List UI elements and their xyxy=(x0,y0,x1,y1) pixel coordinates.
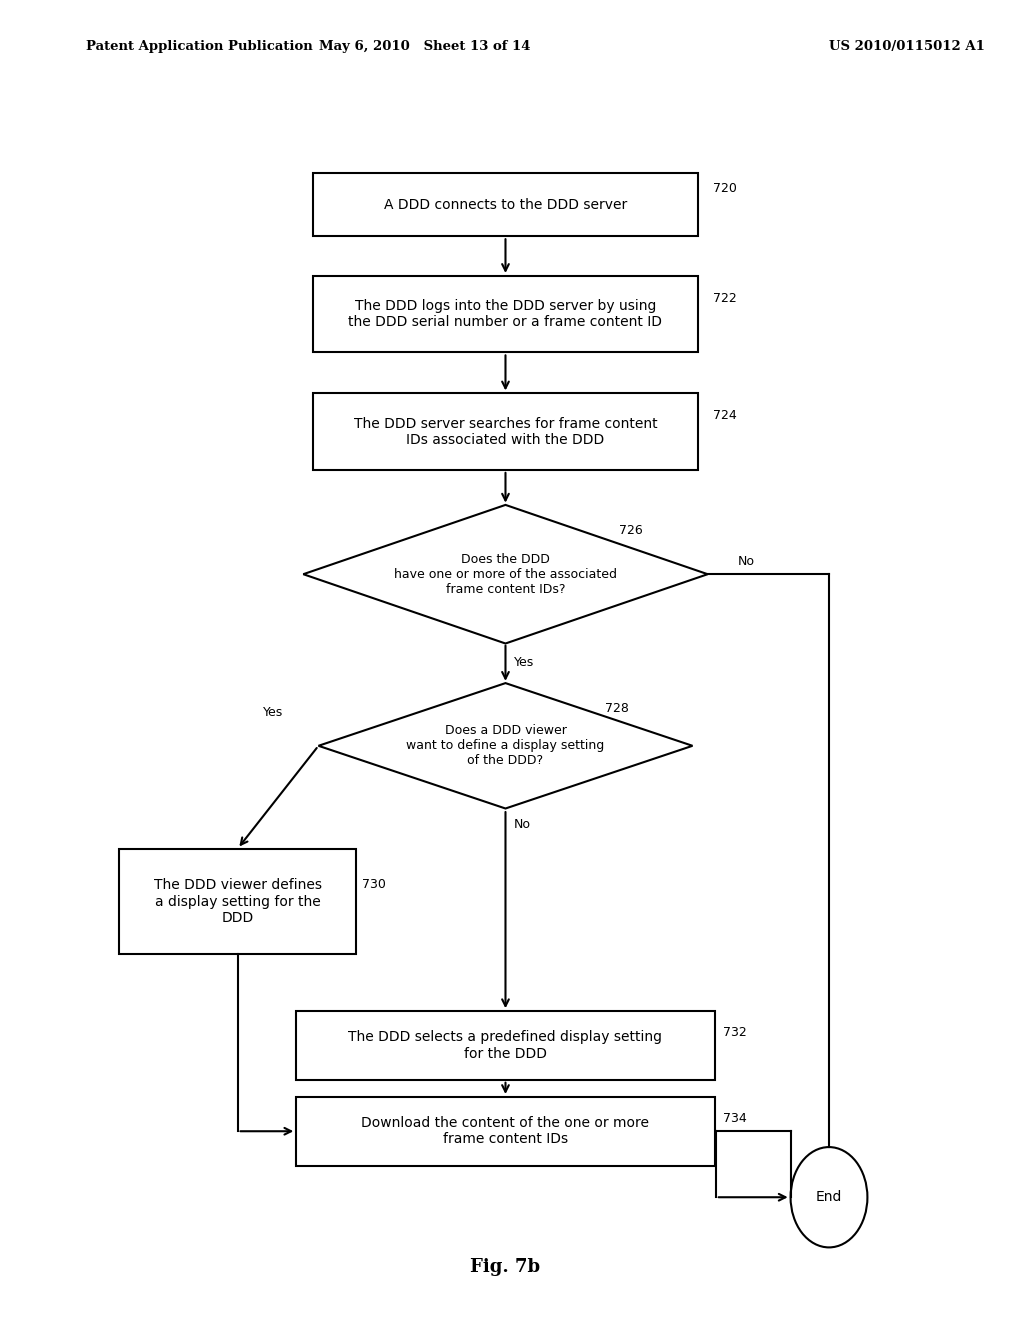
Polygon shape xyxy=(318,684,692,808)
Text: No: No xyxy=(514,818,530,832)
Text: 724: 724 xyxy=(713,409,736,422)
Text: 722: 722 xyxy=(713,292,736,305)
Text: The DDD logs into the DDD server by using
the DDD serial number or a frame conte: The DDD logs into the DDD server by usin… xyxy=(348,300,663,329)
FancyBboxPatch shape xyxy=(119,849,356,954)
Text: 730: 730 xyxy=(361,878,386,891)
Text: US 2010/0115012 A1: US 2010/0115012 A1 xyxy=(829,40,985,53)
Text: Patent Application Publication: Patent Application Publication xyxy=(86,40,312,53)
FancyBboxPatch shape xyxy=(296,1097,715,1166)
Text: 720: 720 xyxy=(713,182,736,195)
Text: The DDD viewer defines
a display setting for the
DDD: The DDD viewer defines a display setting… xyxy=(154,878,322,925)
Text: 728: 728 xyxy=(604,702,629,715)
Circle shape xyxy=(791,1147,867,1247)
Text: 734: 734 xyxy=(723,1111,746,1125)
Text: A DDD connects to the DDD server: A DDD connects to the DDD server xyxy=(384,198,627,211)
FancyBboxPatch shape xyxy=(313,393,697,470)
Text: Does the DDD
have one or more of the associated
frame content IDs?: Does the DDD have one or more of the ass… xyxy=(394,553,617,595)
Text: Yes: Yes xyxy=(514,656,534,669)
Text: May 6, 2010   Sheet 13 of 14: May 6, 2010 Sheet 13 of 14 xyxy=(318,40,530,53)
Text: Download the content of the one or more
frame content IDs: Download the content of the one or more … xyxy=(361,1117,649,1146)
Text: End: End xyxy=(816,1191,842,1204)
Text: Fig. 7b: Fig. 7b xyxy=(470,1258,541,1276)
Text: The DDD server searches for frame content
IDs associated with the DDD: The DDD server searches for frame conten… xyxy=(353,417,657,446)
Polygon shape xyxy=(303,506,708,644)
Text: 732: 732 xyxy=(723,1026,746,1039)
FancyBboxPatch shape xyxy=(313,173,697,236)
FancyBboxPatch shape xyxy=(313,276,697,352)
Text: The DDD selects a predefined display setting
for the DDD: The DDD selects a predefined display set… xyxy=(348,1031,663,1060)
Text: Yes: Yes xyxy=(263,706,283,719)
Text: 726: 726 xyxy=(618,524,642,537)
FancyBboxPatch shape xyxy=(296,1011,715,1080)
Text: Does a DDD viewer
want to define a display setting
of the DDD?: Does a DDD viewer want to define a displ… xyxy=(407,725,604,767)
Text: No: No xyxy=(738,554,755,568)
